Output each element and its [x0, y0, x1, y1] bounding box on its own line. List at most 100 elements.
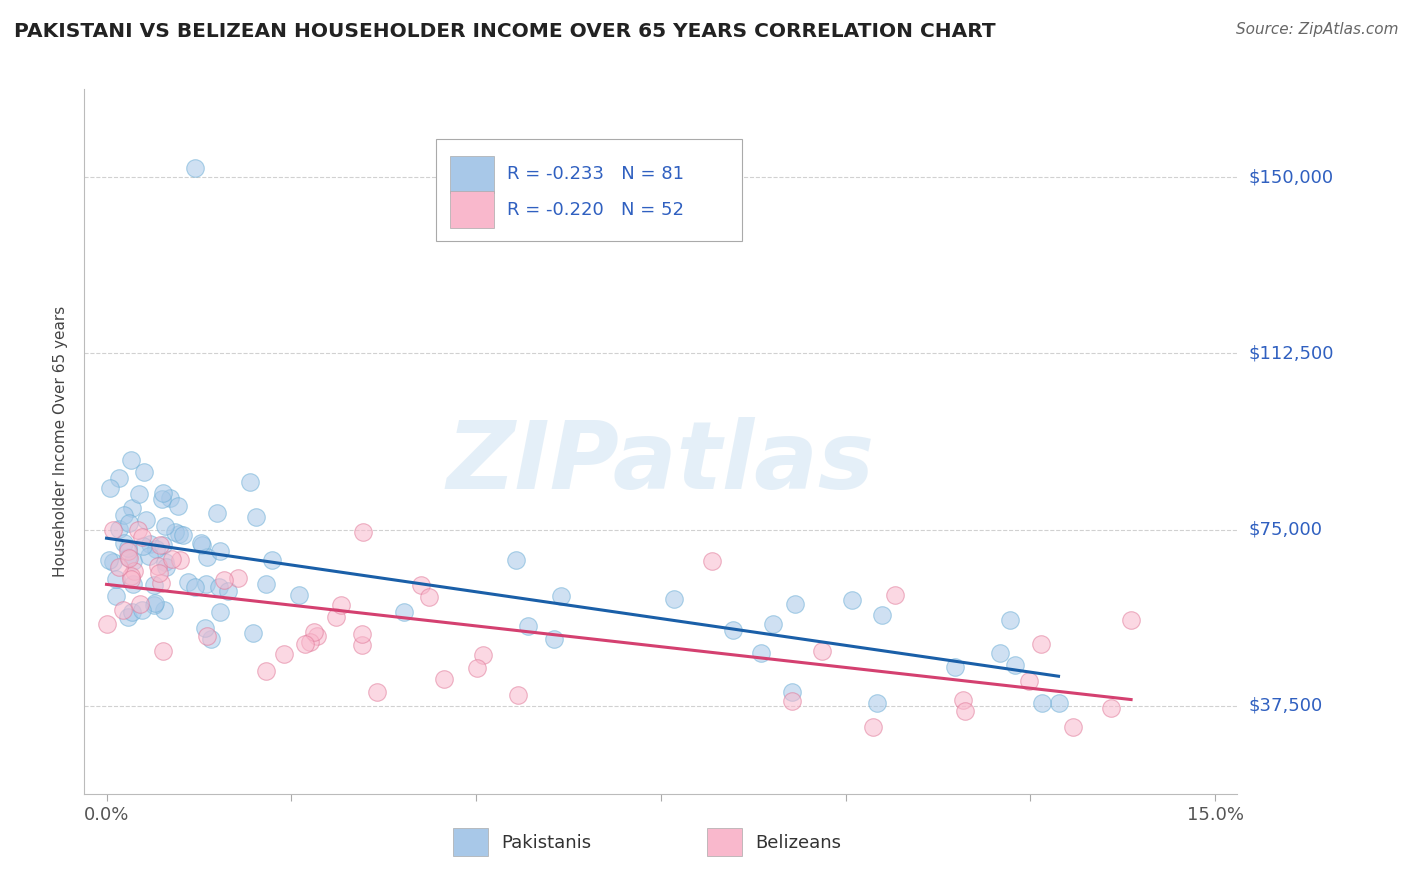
Point [145, 541, 167, 556]
Point [127, 523, 149, 537]
Point [160, 551, 183, 566]
Point [841, 592, 863, 607]
Point [134, 466, 156, 480]
Point [307, 630, 329, 644]
Point [108, 471, 131, 485]
Point [167, 500, 190, 514]
Point [191, 538, 214, 552]
Point [117, 550, 139, 565]
Point [149, 538, 172, 552]
Point [122, 577, 145, 591]
Point [433, 672, 456, 686]
Point [325, 610, 347, 624]
Point [121, 500, 143, 515]
Point [662, 592, 685, 607]
Point [96, 616, 118, 631]
Text: R = -0.220   N = 52: R = -0.220 N = 52 [508, 201, 685, 219]
Point [104, 573, 127, 587]
Point [811, 644, 834, 658]
Point [148, 559, 170, 574]
Text: Pakistanis: Pakistanis [502, 834, 592, 852]
Point [302, 625, 325, 640]
Point [122, 564, 145, 578]
Bar [450, 192, 494, 228]
Point [195, 629, 218, 643]
Point [148, 566, 170, 580]
Point [169, 553, 191, 567]
Point [472, 648, 495, 663]
Point [212, 573, 235, 587]
Point [226, 571, 249, 585]
Point [366, 685, 388, 699]
Point [143, 596, 166, 610]
Point [194, 577, 217, 591]
Point [1029, 637, 1052, 651]
Bar [707, 828, 741, 856]
Point [294, 637, 316, 651]
Point [409, 578, 432, 592]
Point [780, 694, 803, 708]
Point [118, 516, 141, 531]
Point [205, 507, 228, 521]
Y-axis label: Householder Income Over 65 years: Householder Income Over 65 years [53, 306, 69, 577]
Point [245, 510, 267, 524]
Point [1099, 701, 1122, 715]
Point [120, 453, 142, 467]
Text: R = -0.233   N = 81: R = -0.233 N = 81 [508, 166, 685, 184]
Point [1004, 658, 1026, 673]
Point [122, 554, 145, 568]
Point [762, 617, 785, 632]
Point [700, 554, 723, 568]
Point [242, 625, 264, 640]
Point [117, 544, 139, 558]
Point [783, 597, 806, 611]
Point [505, 553, 527, 567]
Text: $150,000: $150,000 [1249, 169, 1333, 186]
Text: Source: ZipAtlas.com: Source: ZipAtlas.com [1236, 22, 1399, 37]
Point [194, 621, 217, 635]
Bar [453, 828, 488, 856]
Text: PAKISTANI VS BELIZEAN HOUSEHOLDER INCOME OVER 65 YEARS CORRELATION CHART: PAKISTANI VS BELIZEAN HOUSEHOLDER INCOME… [14, 22, 995, 41]
Point [943, 660, 966, 674]
Point [260, 553, 283, 567]
Point [953, 705, 976, 719]
Point [112, 508, 135, 522]
Point [150, 492, 173, 507]
Point [112, 602, 135, 616]
Point [105, 589, 128, 603]
Point [209, 544, 232, 558]
Point [108, 559, 131, 574]
Point [239, 475, 262, 489]
Point [288, 588, 311, 602]
Point [107, 522, 129, 536]
Point [190, 536, 212, 550]
Point [254, 577, 277, 591]
Point [120, 569, 142, 583]
Point [177, 575, 200, 590]
Point [98, 481, 121, 495]
Point [1031, 696, 1053, 710]
Text: ZIPatlas: ZIPatlas [447, 417, 875, 508]
FancyBboxPatch shape [436, 138, 741, 241]
Point [98, 553, 121, 567]
Point [117, 541, 139, 555]
Text: $75,000: $75,000 [1249, 521, 1323, 539]
Point [138, 549, 160, 564]
Point [217, 583, 239, 598]
Point [117, 610, 139, 624]
Point [780, 684, 803, 698]
Point [163, 525, 186, 540]
Point [721, 623, 744, 637]
Point [299, 635, 322, 649]
Point [273, 647, 295, 661]
Point [195, 549, 218, 564]
Point [118, 550, 141, 565]
Point [883, 588, 905, 602]
Point [153, 555, 176, 569]
Point [135, 513, 157, 527]
Point [330, 598, 353, 612]
Point [352, 627, 374, 641]
Point [543, 632, 565, 647]
Point [550, 589, 572, 603]
Point [352, 525, 374, 540]
